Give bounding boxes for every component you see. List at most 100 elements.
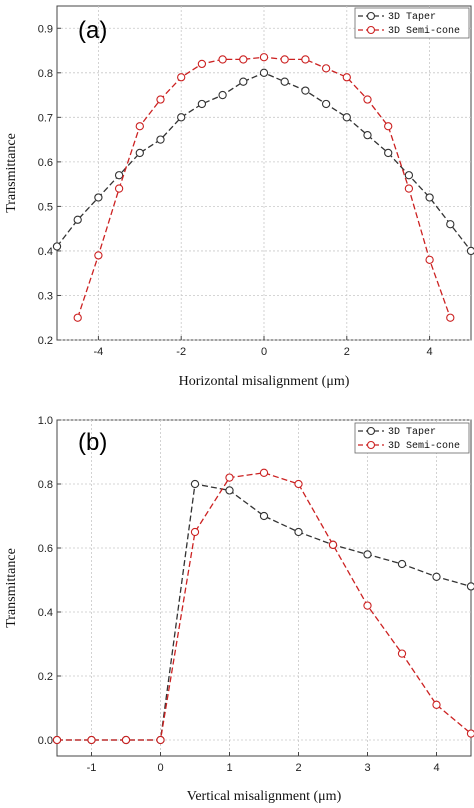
data-point-semicone	[404, 184, 414, 193]
x-tick-label: -1	[87, 762, 97, 774]
x-tick-label: 3	[364, 762, 370, 774]
data-point-taper	[301, 86, 310, 95]
data-point-taper	[225, 486, 234, 495]
data-point-taper	[177, 113, 186, 122]
x-tick-label: 4	[427, 346, 433, 358]
data-point-semicone	[280, 55, 289, 64]
chart-panel-a: -4 -2 0 2 4 0.2 0.3 0.4 0.5 0.6 0.7 0.8 0.9 (a) Hori…	[4, 5, 474, 389]
data-point-taper	[363, 550, 372, 559]
data-point-taper	[197, 99, 207, 109]
y-tick-label: 0.0	[38, 735, 53, 747]
legend-box	[354, 7, 470, 39]
data-point-semicone	[73, 313, 82, 322]
y-tick-label: 0.6	[38, 157, 53, 169]
y-tick-label: 1.0	[38, 415, 53, 427]
data-point-semicone	[321, 64, 331, 73]
chart-panel-b: -1 0 1 2 3 4 0.0 0.2 0.4 0.6 0.8 1.0 (b) Vertical m…	[4, 415, 474, 804]
tick-labels: -4 -2 0 2 4 0.2 0.3 0.4 0.5 0.6 0.7 0.8 0.9	[38, 23, 433, 358]
legend-b: 3D Taper 3D Semi-cone	[354, 422, 470, 454]
legend-label-semicone: 3D Semi-cone	[388, 25, 460, 37]
data-point-taper	[190, 479, 200, 489]
data-point-semicone	[52, 735, 62, 745]
data-point-semicone	[225, 473, 234, 482]
panel-label-b: (b)	[78, 429, 107, 456]
legend-marker-semicone	[366, 440, 376, 450]
x-tick-label: -2	[176, 346, 186, 358]
y-tick-label: 0.4	[38, 246, 53, 258]
x-tick-label: 2	[295, 762, 301, 774]
y-axis-label-a: Transmittance	[4, 133, 19, 213]
series-line-taper	[57, 483, 472, 741]
data-point-taper	[73, 215, 82, 224]
data-point-taper	[466, 582, 474, 591]
data-point-taper	[342, 113, 351, 122]
legend-box	[354, 422, 470, 454]
legend-marker-taper	[366, 426, 376, 436]
data-point-semicone	[466, 729, 474, 738]
data-point-taper	[404, 171, 414, 180]
data-point-semicone	[397, 649, 407, 658]
data-point-semicone	[197, 59, 207, 69]
data-point-taper	[466, 246, 474, 256]
data-point-semicone	[328, 540, 338, 549]
data-point-semicone	[114, 184, 124, 193]
data-point-semicone	[301, 55, 310, 64]
data-point-taper	[259, 68, 269, 77]
legend-a: 3D Taper 3D Semi-cone	[354, 7, 470, 39]
data-point-semicone	[259, 468, 269, 477]
data-point-semicone	[156, 95, 165, 104]
data-point-semicone	[294, 479, 303, 489]
data-point-taper	[156, 135, 165, 144]
data-point-semicone	[121, 735, 131, 745]
data-point-semicone	[384, 122, 393, 131]
data-point-taper	[239, 77, 248, 86]
y-tick-label: 0.5	[38, 201, 53, 213]
legend-label-taper: 3D Taper	[388, 12, 436, 23]
y-tick-label: 0.8	[38, 68, 53, 80]
data-point-semicone	[363, 601, 372, 610]
y-tick-label: 0.6	[38, 543, 53, 555]
data-point-semicone	[135, 122, 144, 131]
tick-labels: -1 0 1 2 3 4 0.0 0.2 0.4 0.6 0.8 1.0	[38, 415, 440, 774]
x-tick-label: 2	[344, 346, 350, 358]
y-axis-label-b: Transmittance	[4, 548, 19, 628]
y-tick-label: 0.8	[38, 479, 53, 491]
data-point-semicone	[94, 251, 103, 260]
data-point-semicone	[190, 527, 200, 537]
data-point-semicone	[259, 53, 269, 62]
data-point-taper	[52, 242, 62, 251]
data-point-taper	[425, 193, 434, 202]
data-point-semicone	[239, 55, 248, 64]
data-point-semicone	[432, 700, 441, 709]
data-point-semicone	[218, 55, 227, 64]
x-axis-label-a: Horizontal misalignment (μm)	[179, 374, 350, 389]
data-point-semicone	[156, 735, 165, 745]
y-tick-label: 0.7	[38, 112, 53, 124]
data-point-semicone	[446, 313, 455, 322]
data-point-taper	[384, 148, 393, 158]
x-axis-label-b: Vertical misalignment (μm)	[187, 789, 342, 804]
data-point-semicone	[87, 735, 96, 745]
data-point-taper	[280, 77, 289, 86]
legend-marker-taper	[366, 11, 376, 21]
series-layer	[52, 53, 474, 322]
data-point-taper	[94, 193, 103, 202]
data-point-taper	[135, 148, 144, 158]
data-point-taper	[259, 511, 269, 521]
legend-label-taper: 3D Taper	[388, 427, 436, 438]
data-point-taper	[432, 572, 441, 581]
x-tick-label: 4	[433, 762, 439, 774]
panel-label-a: (a)	[78, 17, 107, 44]
legend-label-semicone: 3D Semi-cone	[388, 440, 460, 452]
data-point-semicone	[342, 73, 351, 82]
data-point-taper	[397, 559, 407, 569]
x-tick-label: -4	[94, 346, 104, 358]
data-point-taper	[363, 130, 372, 140]
legend-marker-semicone	[366, 25, 376, 35]
data-point-semicone	[177, 73, 186, 82]
y-tick-label: 0.3	[38, 290, 53, 302]
y-tick-label: 0.4	[38, 607, 53, 619]
x-tick-label: 1	[226, 762, 232, 774]
data-point-semicone	[425, 255, 434, 264]
